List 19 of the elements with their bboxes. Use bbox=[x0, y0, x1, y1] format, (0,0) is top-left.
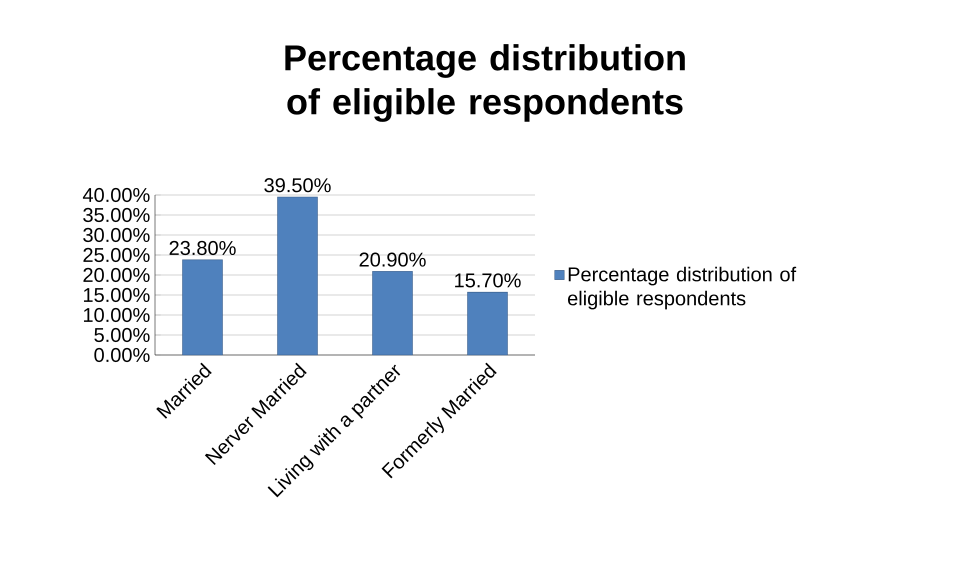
data-label: 39.50% bbox=[264, 178, 331, 192]
y-tick-label: 35.00% bbox=[83, 208, 150, 222]
bar bbox=[182, 260, 223, 356]
bar bbox=[372, 271, 413, 356]
y-tick-label: 40.00% bbox=[82, 188, 150, 202]
y-tick-label: 5.00% bbox=[94, 328, 150, 342]
data-label: 23.80% bbox=[170, 240, 236, 256]
bar bbox=[277, 196, 318, 356]
legend-label: Percentage distribution of eligible respondents bbox=[568, 266, 796, 310]
data-label: 15.70% bbox=[455, 273, 521, 288]
data-label: 20.90% bbox=[360, 252, 426, 267]
y-tick-label: 30.00% bbox=[83, 228, 150, 242]
y-tick-label: 10.00% bbox=[84, 308, 150, 322]
y-tick-label: 20.00% bbox=[83, 268, 150, 282]
chart-title: Percentage distribution of eligible respondents bbox=[285, 44, 685, 122]
y-tick-label: 0.00% bbox=[94, 348, 150, 362]
y-tick-label: 25.00% bbox=[83, 248, 150, 262]
y-tick-label: 15.00% bbox=[84, 288, 150, 302]
bar bbox=[467, 292, 508, 356]
